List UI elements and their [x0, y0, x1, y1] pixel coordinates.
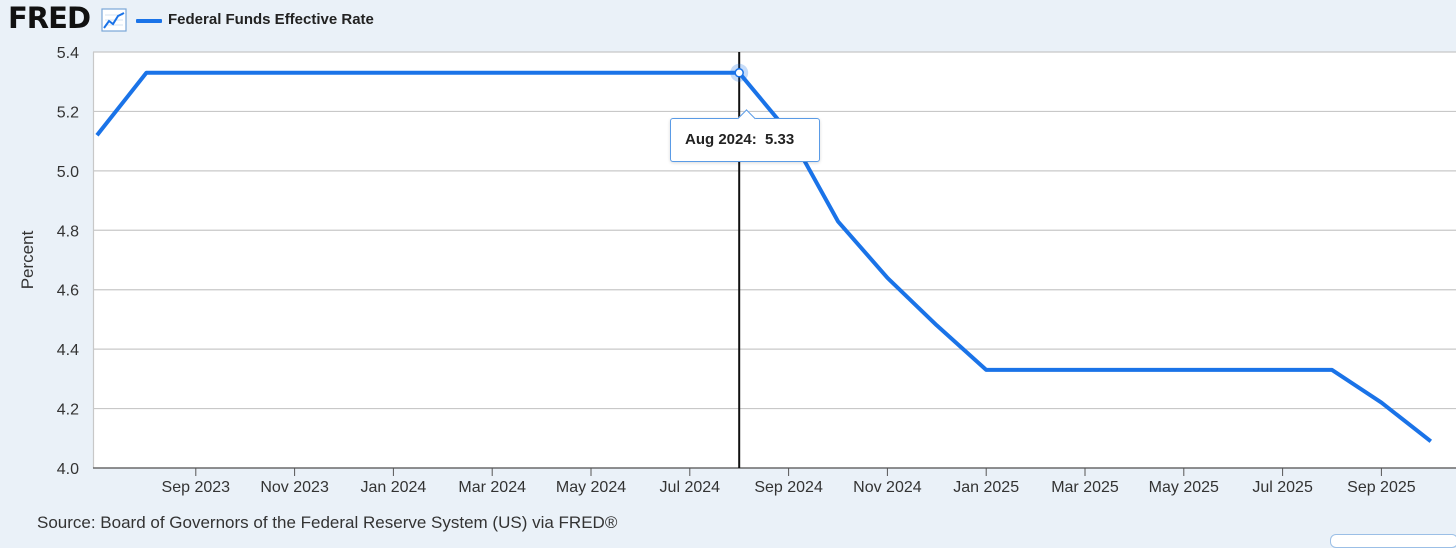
data-tooltip: Aug 2024: 5.33 [670, 109, 820, 162]
x-tick-label-7: Nov 2024 [853, 479, 922, 496]
legend-series-label: Federal Funds Effective Rate [168, 11, 374, 28]
x-tick-label-12: Sep 2025 [1347, 479, 1416, 496]
y-tick-label-3: 4.8 [57, 223, 79, 240]
series-line-0 [95, 70, 1433, 443]
legend-swatch [136, 19, 162, 23]
y-tick-label-0: 5.4 [57, 45, 79, 62]
corner-button[interactable] [1330, 534, 1456, 548]
x-tick-label-9: Mar 2025 [1051, 479, 1119, 496]
chart-header: FRED Federal Funds Effective Rate [0, 0, 1456, 40]
y-tick-label-7: 4.0 [57, 461, 79, 478]
tooltip-date: Aug 2024: [685, 131, 757, 148]
x-tick-label-11: Jul 2025 [1252, 479, 1313, 496]
fred-logo[interactable]: FRED [8, 1, 91, 35]
y-axis-title: Percent [18, 230, 37, 290]
x-tick-label-0: Sep 2023 [162, 479, 231, 496]
x-tick-label-8: Jan 2025 [953, 479, 1019, 496]
x-tick-label-1: Nov 2023 [260, 479, 329, 496]
x-tick-label-5: Jul 2024 [660, 479, 721, 496]
y-tick-label-5: 4.4 [57, 342, 79, 359]
tooltip-value: 5.33 [765, 131, 795, 148]
line-graph-icon[interactable] [101, 8, 127, 32]
tooltip-content: Aug 2024: 5.33 [685, 131, 794, 148]
x-tick-label-4: May 2024 [556, 479, 626, 496]
y-tick-label-4: 4.6 [57, 283, 79, 300]
x-tick-label-2: Jan 2024 [360, 479, 426, 496]
highlight-marker [734, 68, 744, 78]
x-tick-label-6: Sep 2024 [754, 479, 823, 496]
y-tick-label-2: 5.0 [57, 164, 79, 181]
y-tick-label-1: 5.2 [57, 104, 79, 121]
x-tick-label-10: May 2025 [1149, 479, 1219, 496]
y-tick-label-6: 4.2 [57, 402, 79, 419]
source-credit: Source: Board of Governors of the Federa… [37, 513, 618, 532]
x-tick-label-3: Mar 2024 [458, 479, 526, 496]
